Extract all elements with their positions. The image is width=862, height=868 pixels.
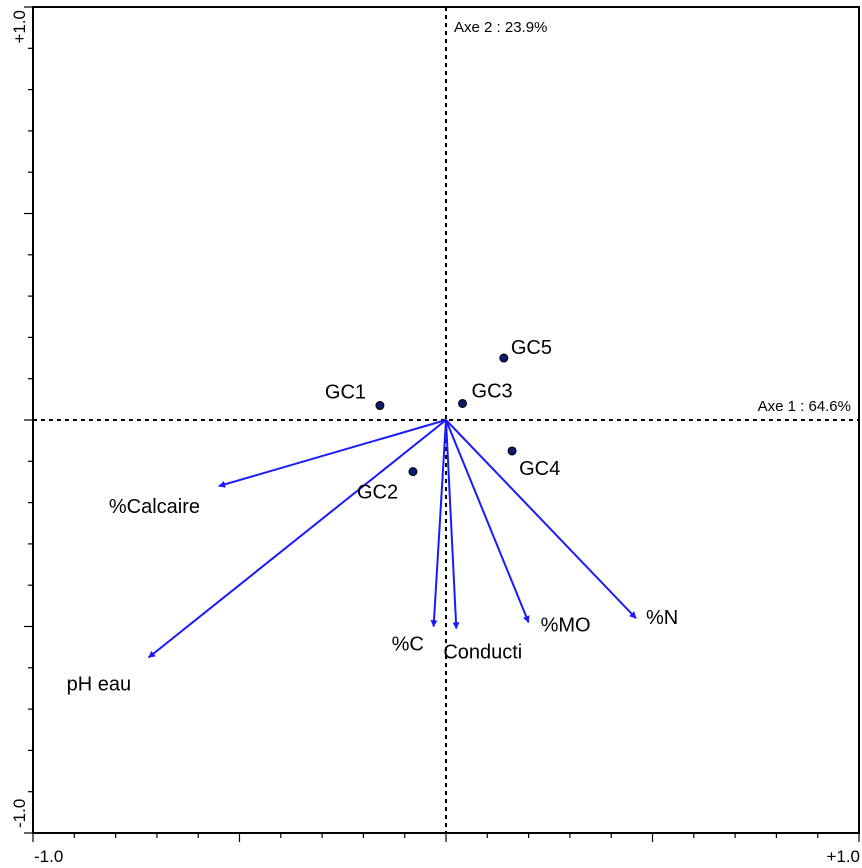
vector-label: %N [646, 607, 678, 629]
site-label: GC5 [511, 337, 552, 359]
vector-arrow [445, 419, 637, 619]
x-tick-label-min: -1.0 [34, 847, 63, 866]
axis1-title: Axe 1 : 64.6% [758, 398, 851, 415]
site-point [499, 353, 509, 363]
site-label: GC3 [472, 380, 513, 402]
x-tick-label-max: +1.0 [826, 847, 860, 866]
axis2-title: Axe 2 : 23.9% [454, 19, 547, 36]
site-layer: GC1 GC2 GC3 GC4 GC5 [325, 337, 560, 504]
vector-arrow [430, 419, 447, 628]
y-tick-label-max: +1.0 [10, 10, 29, 44]
site-label: GC1 [325, 382, 366, 404]
site-point [375, 401, 385, 411]
tick-marks [24, 6, 860, 842]
vector-arrow [445, 419, 530, 624]
site-point [458, 398, 468, 408]
vector-label: Conducti [443, 642, 522, 664]
site-point [507, 446, 517, 456]
site-label: GC2 [357, 482, 398, 504]
vector-arrow [445, 419, 460, 630]
vector-arrow [148, 419, 447, 659]
site-point [408, 467, 418, 477]
vector-layer: %Calcaire pH eau %C Conducti %MO %N [67, 419, 678, 695]
vector-label: %Calcaire [109, 496, 200, 518]
vector-label: pH eau [67, 673, 132, 695]
vector-label: %C [392, 634, 424, 656]
vector-arrow [218, 419, 447, 488]
y-tick-label-min: -1.0 [10, 799, 29, 828]
vector-label: %MO [541, 614, 591, 636]
site-label: GC4 [519, 458, 560, 480]
